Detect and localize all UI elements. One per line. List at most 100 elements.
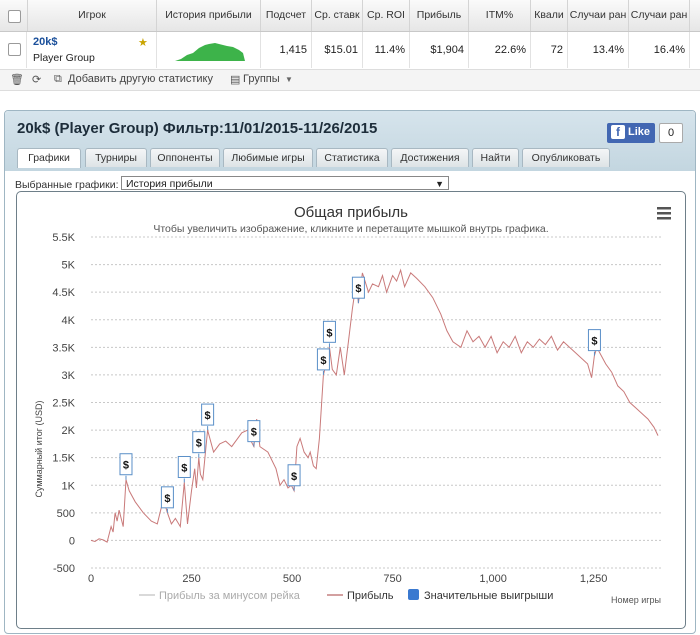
chart-container[interactable]: Общая прибыль Чтобы увеличить изображени… <box>16 191 686 629</box>
chart-subtitle: Чтобы увеличить изображение, кликните и … <box>153 223 548 235</box>
graph-select[interactable]: История прибыли ▼ <box>121 176 449 190</box>
marker-flag <box>316 348 330 371</box>
col-avg-stake[interactable]: Ср. ставк <box>312 0 363 31</box>
chart-menu-icon[interactable] <box>657 207 671 220</box>
table-row[interactable]: 20k$ Player Group ★ 1,415 $15.01 11.4% $… <box>0 32 700 68</box>
tab-opponents[interactable]: Оппоненты <box>150 148 220 167</box>
add-stat-button[interactable]: Добавить другую статистику <box>68 73 213 85</box>
like-label: Like <box>628 126 651 138</box>
y-tick-label: 3K <box>62 370 76 382</box>
y-tick-label: -500 <box>53 563 75 575</box>
early-1-value: 13.4% <box>568 32 629 68</box>
big-win-marker[interactable]: $ <box>192 431 206 458</box>
tab-graphs[interactable]: Графики <box>17 148 81 168</box>
player-name-link[interactable]: 20k$ <box>33 36 58 48</box>
marker-label: $ <box>291 471 297 483</box>
table-header: Игрок История прибыли Подсчет Ср. ставк … <box>0 0 700 32</box>
big-win-marker[interactable]: $ <box>351 276 365 304</box>
y-tick-label: 0 <box>69 535 75 547</box>
marker-flag <box>351 276 365 299</box>
groups-dropdown[interactable]: Группы <box>243 73 280 85</box>
big-win-marker[interactable]: $ <box>287 464 301 491</box>
panel-header: 20k$ (Player Group) Фильтр:11/01/2015-11… <box>5 111 695 171</box>
select-arrow-icon: ▼ <box>435 179 444 189</box>
legend-profit[interactable]: Прибыль <box>347 590 394 602</box>
row-checkbox[interactable] <box>8 43 21 56</box>
profit-chart[interactable]: Общая прибыль Чтобы увеличить изображени… <box>17 192 685 628</box>
count-value: 1,415 <box>261 32 312 68</box>
col-quali[interactable]: Квали <box>531 0 568 31</box>
marker-flag <box>119 453 133 476</box>
x-tick-label: 1,250 <box>580 573 608 585</box>
big-win-marker[interactable]: $ <box>201 403 215 431</box>
avg-stake-value: $15.01 <box>312 32 363 68</box>
itm-value: 22.6% <box>469 32 531 68</box>
x-tick-label: 250 <box>182 573 200 585</box>
chart-title: Общая прибыль <box>294 204 408 221</box>
col-profit[interactable]: Прибыль <box>410 0 469 31</box>
col-profit-history[interactable]: История прибыли <box>157 0 261 31</box>
graph-select-value: История прибыли <box>126 178 213 190</box>
marker-label: $ <box>251 427 257 439</box>
tab-favorite-games[interactable]: Любимые игры <box>223 148 313 167</box>
avg-roi-value: 11.4% <box>363 32 410 68</box>
select-all-checkbox[interactable] <box>8 10 21 23</box>
y-tick-label: 2.5K <box>52 398 75 410</box>
marker-label: $ <box>205 410 211 422</box>
col-early-1[interactable]: Случаи ран <box>568 0 629 31</box>
big-win-marker[interactable]: $ <box>316 348 330 375</box>
chart-legend: Прибыль за минусом рейка Прибыль Значите… <box>139 589 553 602</box>
y-tick-label: 5.5K <box>52 232 75 244</box>
add-stat-icon: ⧉ <box>54 73 62 85</box>
big-win-marker[interactable]: $ <box>177 455 191 483</box>
y-tick-label: 4.5K <box>52 287 75 299</box>
trash-icon[interactable]: 🗑 <box>10 74 24 86</box>
quali-value: 72 <box>531 32 568 68</box>
sparkline-cell <box>157 32 261 68</box>
tab-achievements[interactable]: Достижения <box>391 148 469 167</box>
player-cell: 20k$ Player Group ★ <box>28 32 157 68</box>
col-itm[interactable]: ITM% <box>469 0 531 31</box>
marker-label: $ <box>591 336 597 348</box>
marker-label: $ <box>355 283 361 295</box>
col-avg-roi[interactable]: Ср. ROI <box>363 0 410 31</box>
tab-tournaments[interactable]: Турниры <box>85 148 147 167</box>
marker-label: $ <box>196 438 202 450</box>
col-count[interactable]: Подсчет <box>261 0 312 31</box>
row-check-cell <box>0 32 27 68</box>
profit-value: $1,904 <box>410 32 469 68</box>
big-win-marker[interactable]: $ <box>322 320 336 348</box>
stats-table: Игрок История прибыли Подсчет Ср. ставк … <box>0 0 700 71</box>
profit-series-line <box>90 268 659 543</box>
facebook-like-button[interactable]: f Like <box>607 123 655 143</box>
big-win-marker[interactable]: $ <box>587 329 601 356</box>
marker-flag <box>322 320 336 343</box>
y-tick-label: 2K <box>62 425 76 437</box>
x-tick-label: 1,000 <box>479 573 507 585</box>
legend-rake[interactable]: Прибыль за минусом рейка <box>159 590 301 602</box>
legend-big-wins[interactable]: Значительные выигрыши <box>424 590 553 602</box>
x-tick-label: 750 <box>383 573 401 585</box>
marker-flag <box>247 420 261 443</box>
big-win-marker[interactable]: $ <box>119 453 133 480</box>
chevron-down-icon: ▼ <box>285 75 293 84</box>
tab-statistics[interactable]: Статистика <box>316 148 388 167</box>
y-tick-label: 500 <box>57 508 75 520</box>
early-2-value: 16.4% <box>629 32 690 68</box>
col-early-2[interactable]: Случаи ран <box>629 0 690 31</box>
big-win-marker[interactable]: $ <box>160 486 174 513</box>
marker-label: $ <box>326 327 332 339</box>
x-tick-label: 500 <box>283 573 301 585</box>
y-tick-label: 1K <box>62 480 76 492</box>
big-win-marker[interactable]: $ <box>247 420 261 447</box>
marker-flag <box>160 486 174 509</box>
col-player[interactable]: Игрок <box>28 0 157 31</box>
refresh-icon[interactable]: ⟳ <box>32 74 42 86</box>
panel-title: 20k$ (Player Group) Фильтр:11/01/2015-11… <box>17 120 378 137</box>
tab-publish[interactable]: Опубликовать <box>522 148 610 167</box>
player-group: Player Group <box>33 52 95 64</box>
y-tick-label: 3.5K <box>52 342 75 354</box>
marker-label: $ <box>164 493 170 505</box>
tab-search[interactable]: Найти <box>472 148 519 167</box>
like-count: 0 <box>659 123 683 143</box>
